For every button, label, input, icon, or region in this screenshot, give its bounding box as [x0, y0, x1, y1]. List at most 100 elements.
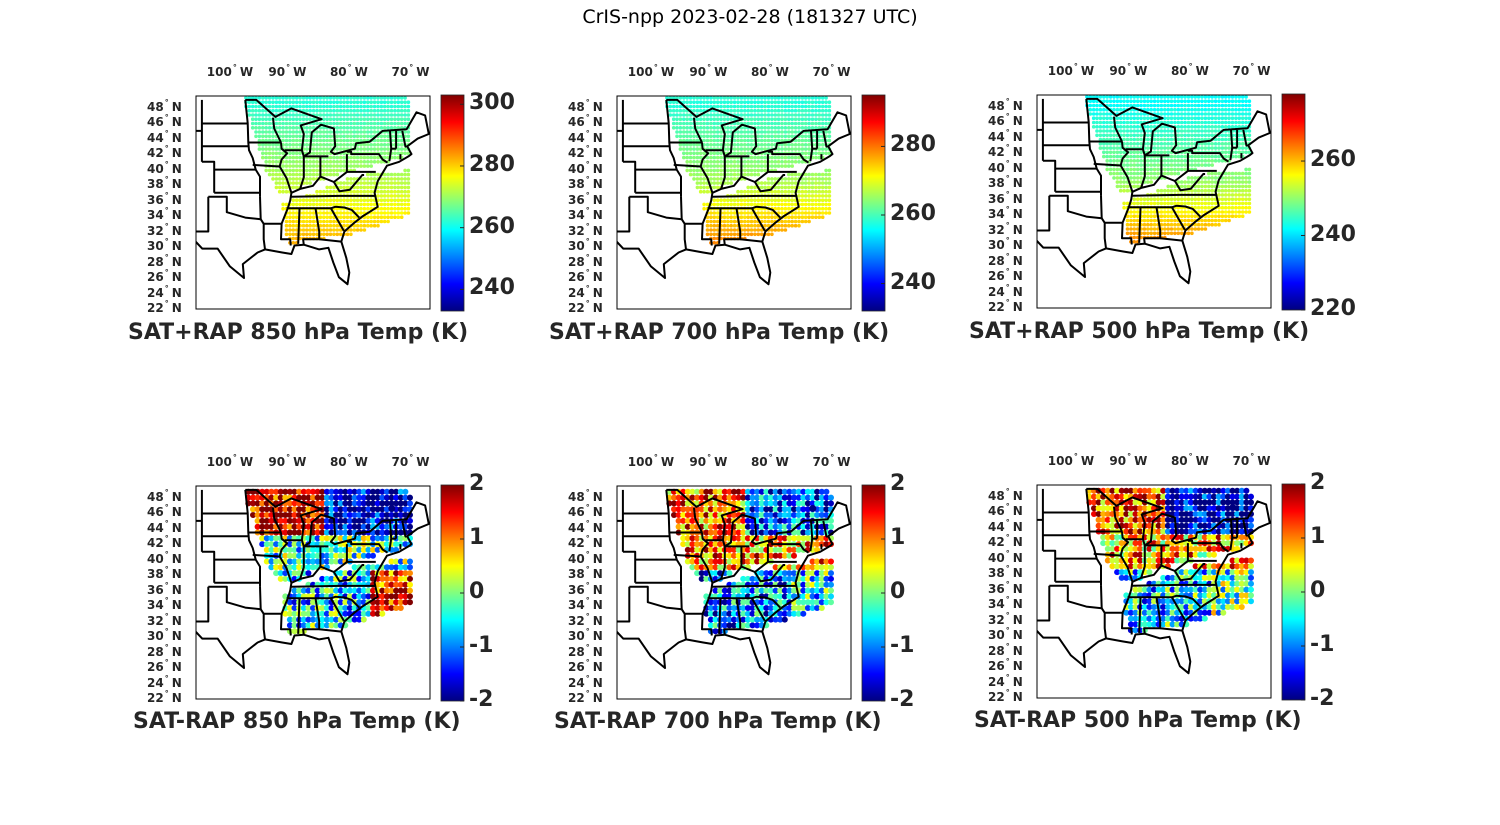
- data-point: [1190, 95, 1194, 99]
- lat-tick-label: 22° N: [568, 299, 603, 315]
- data-point: [729, 108, 733, 113]
- data-point: [1227, 188, 1231, 193]
- data-point: [376, 160, 380, 164]
- data-point: [1223, 107, 1228, 112]
- data-point: [359, 206, 363, 211]
- data-point: [1247, 167, 1252, 172]
- data-point: [1169, 171, 1174, 176]
- data-point: [345, 134, 350, 139]
- state-border: [707, 205, 781, 219]
- data-point: [319, 575, 326, 582]
- data-point: [271, 104, 275, 109]
- data-point: [1108, 120, 1113, 125]
- data-point: [1190, 107, 1194, 112]
- data-point: [372, 96, 377, 100]
- data-point: [1223, 197, 1228, 201]
- data-point: [1244, 205, 1248, 210]
- data-point: [732, 134, 737, 139]
- data-point: [403, 198, 407, 202]
- data-point: [311, 104, 316, 109]
- data-point: [759, 117, 764, 121]
- data-point: [719, 172, 723, 177]
- data-point: [709, 130, 713, 134]
- data-point: [322, 151, 326, 156]
- data-point: [1196, 103, 1201, 108]
- data-point: [325, 232, 329, 237]
- lat-tick-hemisphere: N: [171, 270, 182, 285]
- data-point: [756, 138, 761, 143]
- data-point: [403, 206, 407, 211]
- data-point: [1207, 176, 1211, 180]
- data-point: [1108, 142, 1113, 146]
- data-point: [787, 143, 791, 147]
- data-point: [402, 488, 409, 495]
- data-point: [296, 529, 303, 536]
- data-point: [1156, 150, 1160, 155]
- lat-tick-hemisphere: N: [171, 254, 182, 269]
- data-point: [692, 147, 696, 151]
- data-point: [1149, 107, 1153, 112]
- data-point: [376, 138, 380, 143]
- data-point: [1135, 95, 1140, 99]
- data-point: [365, 570, 372, 577]
- data-point: [1166, 201, 1170, 206]
- data-point: [310, 616, 316, 623]
- data-point: [715, 155, 720, 160]
- data-point: [345, 126, 350, 130]
- data-point: [1196, 137, 1201, 142]
- degree-symbol: °: [164, 159, 169, 169]
- data-point: [328, 610, 335, 617]
- data-point: [291, 628, 298, 635]
- data-point: [1142, 95, 1147, 99]
- data-point: [294, 202, 299, 207]
- state-border: [346, 540, 389, 554]
- data-point: [403, 172, 407, 177]
- state-border: [286, 205, 360, 219]
- data-point: [797, 215, 801, 219]
- data-point: [1135, 184, 1140, 189]
- data-point: [793, 143, 798, 147]
- data-point: [338, 232, 343, 237]
- data-point: [824, 194, 828, 198]
- data-point: [773, 164, 778, 168]
- data-point: [282, 575, 289, 582]
- data-point: [396, 134, 401, 139]
- data-point: [396, 108, 401, 113]
- data-point: [1237, 112, 1242, 116]
- data-point: [1149, 103, 1153, 108]
- data-point: [1135, 167, 1140, 172]
- data-point: [369, 134, 373, 139]
- degree-symbol: °: [164, 97, 169, 107]
- data-point: [1179, 103, 1184, 108]
- data-point: [325, 134, 329, 139]
- state-border: [401, 130, 408, 148]
- data-point: [362, 108, 367, 113]
- data-point: [1159, 107, 1164, 112]
- data-point: [1105, 120, 1109, 125]
- data-point: [1139, 103, 1143, 108]
- data-point: [288, 215, 292, 219]
- data-point: [736, 143, 740, 147]
- data-point: [780, 160, 784, 164]
- data-point: [263, 558, 270, 565]
- data-point: [338, 160, 343, 164]
- data-point: [393, 126, 397, 130]
- data-point: [338, 202, 343, 207]
- state-border: [751, 207, 766, 232]
- data-point: [790, 130, 794, 134]
- data-point: [1179, 197, 1184, 201]
- data-point: [396, 181, 401, 185]
- data-point: [356, 512, 363, 518]
- data-point: [726, 126, 730, 130]
- data-point: [695, 104, 700, 109]
- data-point: [407, 523, 413, 530]
- data-point: [702, 126, 706, 130]
- data-point: [719, 113, 723, 117]
- data-point: [383, 564, 390, 571]
- data-point: [370, 512, 376, 518]
- data-point: [678, 138, 683, 143]
- data-point: [709, 143, 713, 147]
- data-point: [1217, 193, 1221, 197]
- data-point: [318, 211, 323, 215]
- data-point: [370, 570, 376, 577]
